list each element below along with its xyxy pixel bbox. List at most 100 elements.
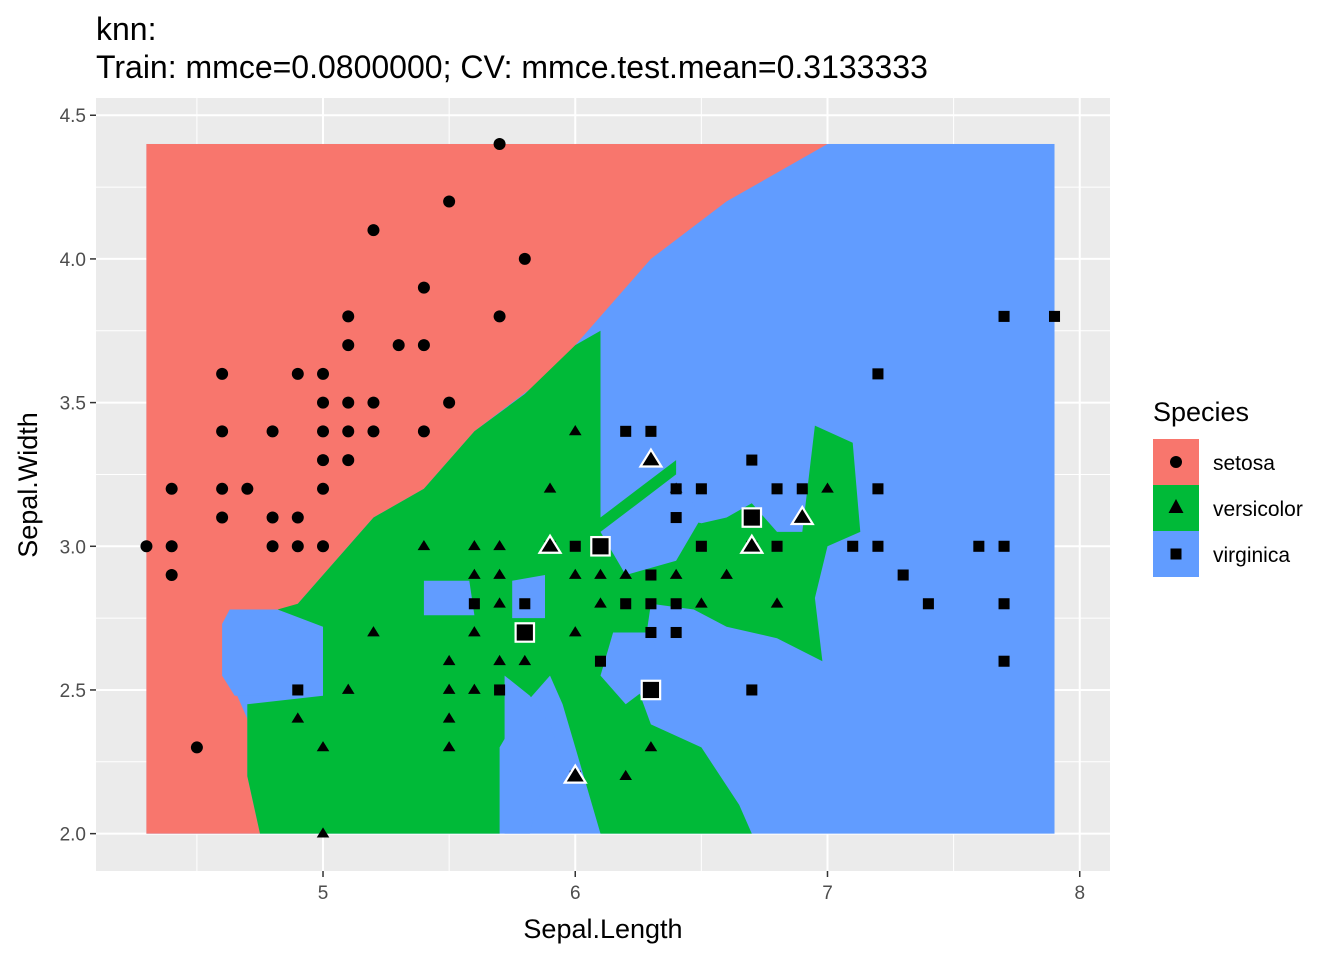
virginica-point-1 (468, 598, 480, 610)
virginica-point-22 (695, 540, 707, 552)
setosa-point-36 (493, 137, 506, 150)
y-tick-label-5: 4.5 (60, 106, 86, 127)
setosa-point-26 (342, 454, 355, 467)
misclassified-virginica-point-0 (514, 622, 536, 643)
setosa-point-25 (342, 425, 355, 438)
setosa-point-11 (266, 511, 279, 524)
setosa-point-27 (367, 224, 380, 237)
versicolor-point-15 (493, 568, 506, 579)
legend-marker-virginica (1170, 548, 1182, 560)
setosa-point-16 (317, 367, 330, 380)
misclassified-points (514, 447, 815, 784)
virginica-point-0 (292, 684, 304, 696)
region-virginica-island-2 (504, 675, 563, 834)
versicolor-point-30 (619, 769, 633, 781)
setosa-point-15 (291, 540, 304, 553)
virginica-point-20 (670, 626, 682, 639)
setosa-point-0 (140, 540, 153, 553)
versicolor-point-27 (594, 568, 607, 579)
virginica-point-38 (998, 540, 1010, 552)
versicolor-point-38 (770, 597, 784, 608)
versicolor-point-32 (644, 741, 658, 752)
virginica-point-17 (670, 483, 682, 495)
versicolor-point-5 (417, 539, 431, 551)
y-tick-label-3: 3.5 (60, 394, 86, 415)
decision-regions (146, 143, 1055, 834)
versicolor-point-4 (367, 626, 380, 637)
virginica-point-18 (670, 512, 682, 524)
versicolor-point-11 (468, 568, 481, 579)
versicolor-point-20 (543, 482, 557, 493)
setosa-point-4 (190, 741, 203, 754)
setosa-point-19 (317, 454, 330, 467)
virginica-point-11 (620, 598, 632, 610)
misclassified-versicolor-point-2 (638, 447, 664, 468)
misclassified-versicolor-point-4 (789, 504, 815, 526)
legend-label-setosa: setosa (1213, 452, 1275, 475)
virginica-point-27 (771, 483, 783, 495)
setosa-point-32 (417, 339, 430, 352)
setosa-point-28 (367, 396, 380, 409)
setosa-point-30 (392, 339, 405, 352)
versicolor-point-12 (468, 626, 481, 637)
setosa-point-35 (443, 396, 456, 409)
virginica-point-28 (771, 540, 783, 552)
versicolor-point-14 (493, 539, 506, 551)
versicolor-point-6 (442, 654, 456, 666)
setosa-point-34 (443, 195, 456, 208)
versicolor-point-35 (695, 597, 708, 608)
virginica-point-29 (796, 483, 808, 495)
virginica-point-41 (1048, 310, 1061, 322)
setosa-point-24 (342, 396, 355, 409)
versicolor-point-0 (291, 712, 305, 723)
virginica-point-2 (494, 684, 506, 696)
versicolor-point-10 (468, 539, 481, 551)
versicolor-point-3 (341, 683, 355, 694)
virginica-point-23 (746, 454, 758, 466)
versicolor-point-34 (669, 568, 683, 579)
virginica-point-21 (695, 483, 707, 495)
virginica-point-34 (897, 569, 909, 581)
y-tick-label-2: 3.0 (60, 537, 86, 558)
y-tick-label-4: 4.0 (60, 250, 86, 271)
setosa-point-8 (216, 511, 229, 524)
misclassified-versicolor-point-1 (562, 763, 588, 784)
x-tick-label-2: 7 (822, 883, 833, 904)
setosa-point-2 (165, 540, 178, 553)
virginica-point-6 (569, 540, 581, 552)
virginica-point-36 (973, 540, 985, 552)
legend-marker-versicolor (1168, 499, 1184, 513)
chart-title: knn: (96, 11, 156, 47)
versicolor-point-17 (493, 654, 506, 666)
versicolor-point-2 (316, 827, 330, 838)
versicolor-point-22 (568, 425, 582, 436)
x-tick-label-1: 6 (570, 883, 581, 904)
region-virginica-island-4 (600, 474, 702, 575)
x-tick-label-3: 8 (1074, 883, 1085, 904)
y-tick-label-0: 2.0 (60, 825, 86, 846)
versicolor-point-9 (442, 741, 456, 752)
setosa-point-33 (417, 425, 430, 438)
setosa-point-5 (216, 367, 229, 380)
legend-marker-setosa (1170, 456, 1182, 468)
virginica-point-9 (594, 655, 606, 667)
setosa-point-14 (291, 511, 304, 524)
setosa-point-13 (291, 367, 304, 380)
setosa-point-31 (417, 281, 430, 294)
region-virginica-island-1 (423, 580, 475, 616)
virginica-point-32 (872, 483, 884, 495)
versicolor-point-23 (568, 568, 582, 579)
versicolor-point-8 (442, 712, 456, 723)
region-virginica-pocket-0 (222, 609, 323, 696)
versicolor-point-1 (316, 741, 330, 752)
versicolor-point-16 (493, 597, 506, 608)
setosa-point-18 (317, 425, 330, 438)
setosa-point-23 (342, 339, 355, 352)
legend-title: Species (1153, 397, 1249, 427)
misclassified-virginica-point-3 (741, 507, 763, 528)
versicolor-point-7 (442, 683, 456, 694)
virginica-point-30 (847, 540, 859, 552)
misclassified-virginica-point-1 (590, 535, 611, 557)
setosa-point-3 (165, 569, 178, 582)
